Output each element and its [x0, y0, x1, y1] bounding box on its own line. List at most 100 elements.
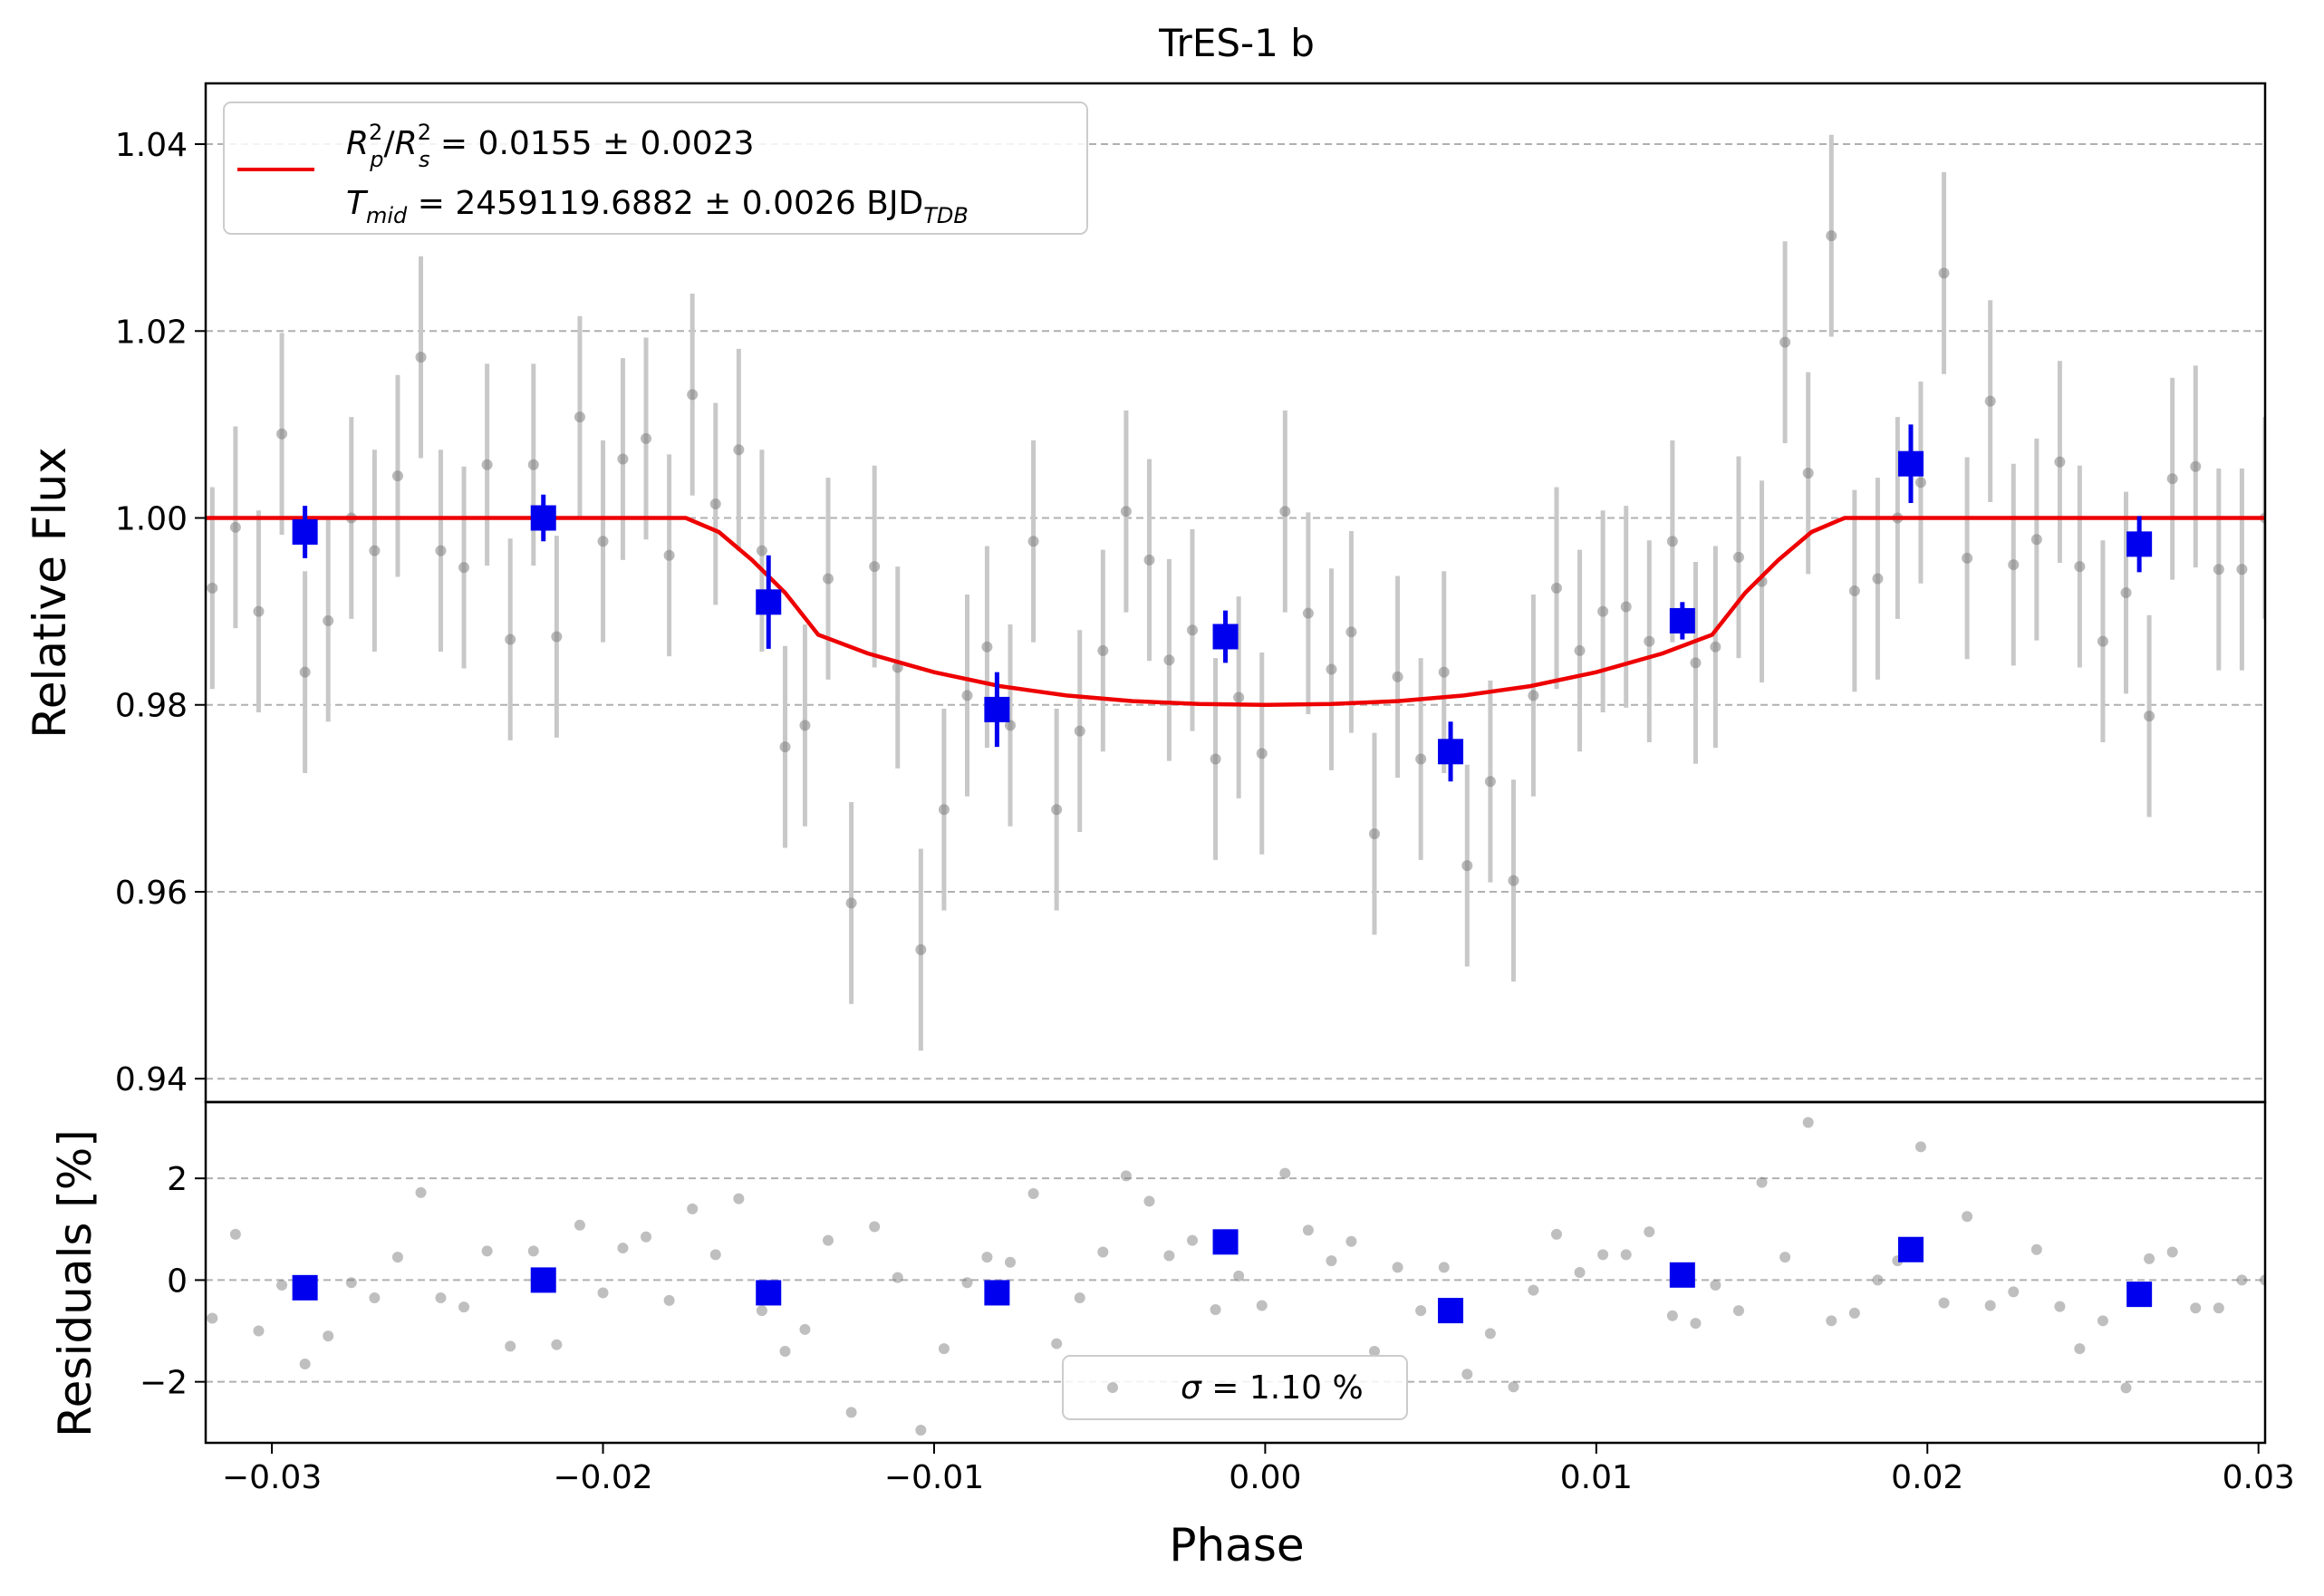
data-point — [505, 634, 516, 645]
data-point — [1326, 663, 1337, 675]
residuals-ytick-label: 0 — [167, 1262, 188, 1300]
residual-point — [1392, 1262, 1403, 1273]
residual-point — [1484, 1328, 1496, 1340]
binned-residual-point — [1212, 1229, 1239, 1255]
main-panel: 0.94 0.96 0.98 1.00 1.02 1.04 Relative Flux R… — [24, 82, 2267, 1104]
xaxis-label: Phase — [1169, 1519, 1304, 1572]
xtick-label: 0.03 — [2223, 1459, 2295, 1496]
data-point — [1302, 607, 1314, 619]
residual-point — [1710, 1280, 1721, 1291]
data-point — [845, 897, 857, 909]
binned-residual-point — [2126, 1282, 2153, 1308]
residual-point — [1461, 1369, 1473, 1380]
binned-residual-point — [756, 1280, 782, 1306]
residual-point — [1326, 1255, 1337, 1267]
data-point — [733, 444, 745, 456]
residual-point — [597, 1287, 609, 1299]
residual-point — [276, 1280, 288, 1291]
residual-point — [1415, 1305, 1427, 1317]
data-point — [823, 573, 834, 585]
main-frame — [204, 82, 2267, 1104]
main-binned — [292, 424, 2153, 782]
residual-point — [1597, 1249, 1609, 1261]
main-legend: R2 p/R2 s = 0.0155 ± 0.0023 Tmid = 2459119… — [223, 102, 1088, 235]
binned-point — [530, 505, 556, 531]
data-point — [435, 545, 447, 556]
binned-residual-point — [1438, 1298, 1464, 1324]
residual-point — [1690, 1318, 1702, 1330]
residual-point — [779, 1345, 791, 1357]
data-point — [1802, 468, 1814, 479]
data-point — [2236, 564, 2248, 576]
data-point — [1027, 536, 1039, 547]
residual-point — [1938, 1297, 1950, 1309]
data-point — [1484, 776, 1496, 788]
data-point — [574, 411, 585, 423]
main-ytick-label: 1.00 — [115, 501, 188, 538]
data-point — [779, 741, 791, 753]
data-point — [276, 428, 288, 440]
residual-point — [2054, 1301, 2066, 1312]
residual-point — [323, 1330, 334, 1342]
data-point — [1938, 267, 1950, 279]
residual-point — [1826, 1315, 1837, 1327]
residual-point — [1732, 1305, 1744, 1317]
data-point — [1984, 395, 1996, 407]
residual-point — [1368, 1345, 1380, 1357]
residual-point — [892, 1272, 903, 1283]
data-point — [415, 352, 427, 363]
residual-point — [1914, 1141, 1926, 1153]
data-point — [597, 536, 609, 547]
binned-residual-point — [530, 1267, 556, 1293]
legend-residual-marker — [1107, 1382, 1118, 1393]
residual-point — [481, 1245, 493, 1257]
data-point — [1233, 692, 1245, 703]
binned-point — [1438, 739, 1464, 765]
residual-point — [2190, 1302, 2202, 1314]
residual-point — [617, 1243, 629, 1254]
main-points — [207, 230, 2265, 955]
residual-point — [2260, 1274, 2265, 1286]
residual-point — [845, 1407, 857, 1418]
main-ytick-label: 0.96 — [115, 875, 188, 912]
binned-residual-point — [1897, 1236, 1924, 1262]
main-ytick-label: 0.94 — [115, 1061, 188, 1098]
main-yticks: 0.94 0.96 0.98 1.00 1.02 1.04 — [115, 127, 206, 1098]
data-point — [892, 662, 903, 673]
data-point — [756, 545, 767, 556]
residual-point — [733, 1193, 745, 1204]
data-point — [1597, 605, 1609, 617]
residual-point — [1550, 1228, 1562, 1240]
data-point — [617, 453, 629, 465]
residual-point — [1528, 1284, 1539, 1296]
residual-point — [2074, 1343, 2086, 1355]
residual-point — [1962, 1211, 1973, 1223]
residual-point — [961, 1277, 973, 1289]
data-point — [2097, 635, 2108, 647]
data-point — [1279, 506, 1291, 517]
data-point — [663, 549, 675, 561]
binned-point — [2126, 531, 2153, 557]
residual-point — [207, 1312, 218, 1324]
residual-point — [2030, 1243, 2042, 1255]
main-model — [206, 516, 2265, 707]
data-point — [229, 521, 241, 533]
data-point — [1710, 641, 1721, 653]
binned-residual-point — [1669, 1262, 1695, 1288]
residual-point — [1302, 1224, 1314, 1236]
xtick-label: 0.01 — [1560, 1459, 1633, 1496]
data-point — [2008, 559, 2020, 571]
data-point — [1005, 720, 1017, 731]
residual-point — [2008, 1286, 2020, 1298]
data-point — [458, 562, 470, 574]
data-point — [1644, 635, 1655, 647]
data-point — [799, 720, 811, 731]
data-point — [2120, 587, 2132, 598]
residual-point — [938, 1343, 950, 1355]
residual-point — [915, 1424, 927, 1436]
data-point — [1461, 860, 1473, 872]
data-point — [1392, 671, 1403, 682]
residuals-ylabel: Residuals [%] — [49, 1129, 101, 1437]
residual-point — [1256, 1300, 1268, 1311]
